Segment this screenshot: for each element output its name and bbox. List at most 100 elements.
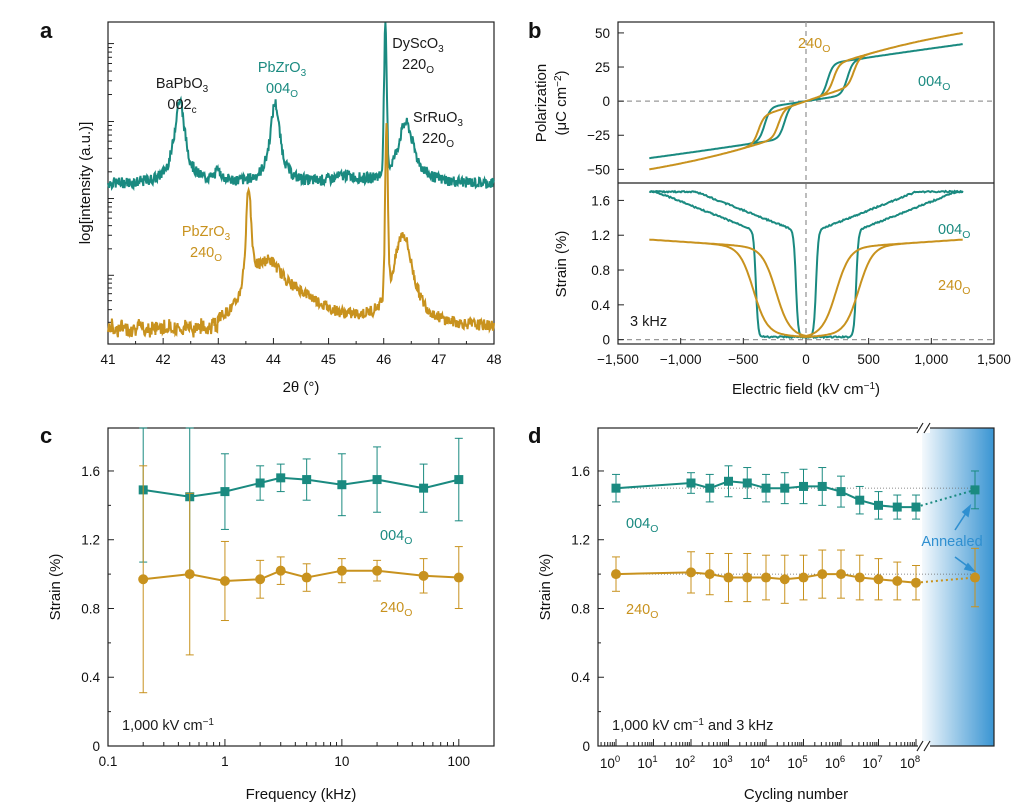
panel-letter-a: a bbox=[40, 18, 53, 43]
panel-c-point-004 bbox=[454, 475, 464, 485]
panel-d-x-tick-label: 108 bbox=[900, 754, 920, 771]
panel-d-x-tick-label: 101 bbox=[637, 754, 657, 771]
panel-a-annotation-formula: BaPbO3 bbox=[156, 76, 209, 95]
panel-c-point-004 bbox=[302, 475, 312, 485]
panel-c-x-tick-label: 10 bbox=[334, 754, 349, 769]
panel-c-point-240 bbox=[418, 570, 429, 581]
panel-d-annealed-label: Annealed bbox=[921, 534, 982, 550]
panel-d-y-tick-label: 0.4 bbox=[571, 670, 590, 685]
panel-c-y-tick-label: 0.4 bbox=[81, 670, 100, 685]
panel-d-axis-break-top bbox=[916, 422, 931, 434]
panel-d-point-004 bbox=[799, 481, 808, 491]
panel-a-y-axis-title: log[intensity (a.u.)] bbox=[77, 122, 94, 245]
panel-d-frame bbox=[597, 427, 995, 747]
panel-d-point-240 bbox=[742, 572, 753, 583]
panel-c-series bbox=[138, 427, 464, 694]
panel-d-y-axis-title: Strain (%) bbox=[537, 554, 554, 621]
panel-d-point-240 bbox=[817, 569, 828, 580]
panel-b-x-ticks: −1,500 −1,000 −500 0 500 1,000 1,500 bbox=[597, 338, 1011, 367]
panel-b-top-y-tick-label: 0 bbox=[602, 94, 610, 109]
panel-c-y-tick-label: 0.8 bbox=[81, 601, 100, 616]
panel-d-x-tick-label: 102 bbox=[675, 754, 695, 771]
panel-d-y-tick-label: 1.6 bbox=[571, 464, 590, 479]
panel-d-cycling: 100 101 102 103 104 105 106 107 108 0 0.4 0.8 1.2 1.… bbox=[537, 422, 995, 803]
panel-d-x-tick-label: 105 bbox=[787, 754, 807, 771]
panel-b-x-tick-label: −1,000 bbox=[660, 352, 702, 367]
panel-b-polarization-loop-240O bbox=[649, 31, 963, 171]
panel-d-point-004 bbox=[742, 478, 752, 488]
panel-b-condition: 3 kHz bbox=[630, 314, 667, 330]
panel-b-top-y-tick-label: −25 bbox=[587, 128, 610, 143]
panel-b-bottom-y-tick-label: 0.4 bbox=[591, 298, 610, 313]
panel-d-y-ticks: 0 0.4 0.8 1.2 1.6 bbox=[571, 464, 604, 754]
panel-c-y-tick-label: 0 bbox=[92, 739, 100, 754]
panel-b-bottom-y-tick-label: 0 bbox=[602, 333, 610, 348]
panel-b-strain-loop-teal bbox=[648, 189, 964, 340]
panel-d-x-axis-title: Cycling number bbox=[744, 786, 848, 803]
panel-letter-d: d bbox=[528, 423, 541, 448]
panel-b-label-240-bottom: 240O bbox=[938, 278, 970, 297]
panel-d-point-004 bbox=[780, 483, 790, 493]
panel-a-annotation-formula: SrRuO3 bbox=[413, 110, 463, 129]
panel-d-point-004 bbox=[874, 500, 883, 510]
panel-c-point-240 bbox=[255, 574, 266, 585]
panel-d-point-240 bbox=[611, 569, 621, 580]
panel-d-annealed-point-004 bbox=[970, 485, 980, 495]
panel-d-point-240 bbox=[836, 569, 846, 580]
panel-d-point-240 bbox=[779, 574, 790, 585]
panel-b-label-004-top: 004O bbox=[918, 74, 950, 93]
panel-c-line-004 bbox=[143, 476, 460, 498]
panel-b-curves bbox=[648, 31, 964, 340]
panel-d-label-240: 240O bbox=[626, 602, 658, 621]
panel-d-axis-break-bottom bbox=[916, 740, 931, 752]
panel-d-x-tick-label: 107 bbox=[862, 754, 882, 771]
panel-b-top-y-axis-title-line1: Polarization bbox=[533, 64, 550, 142]
panel-c-point-004 bbox=[220, 487, 230, 497]
panel-d-annealed-arrows bbox=[954, 503, 977, 573]
panel-c-y-axis-title: Strain (%) bbox=[47, 554, 64, 621]
panel-b-strain-loop-gold bbox=[649, 238, 963, 339]
panel-c-point-240 bbox=[453, 572, 464, 583]
panel-b-x-axis-title: Electric field (kV cm−1) bbox=[732, 381, 880, 399]
panel-b-label-004-bottom: 004O bbox=[938, 222, 970, 241]
panel-b-top-y-tick-label: 50 bbox=[595, 26, 610, 41]
panel-c-x-tick-label: 100 bbox=[448, 754, 471, 769]
panel-d-y-tick-label: 0.8 bbox=[571, 601, 590, 616]
panel-a-annotation-reflection: 240O bbox=[190, 245, 222, 264]
panel-a-x-tick-label: 47 bbox=[431, 352, 446, 367]
panel-a-annotation-reflection: 220O bbox=[402, 57, 434, 76]
panel-a-x-tick-label: 43 bbox=[211, 352, 226, 367]
panel-d-annealed-connector bbox=[915, 488, 976, 509]
panel-c-point-004 bbox=[255, 478, 265, 488]
panel-d-point-004 bbox=[611, 483, 621, 493]
panel-b-field: −1,500 −1,000 −500 0 500 1,000 1,500 50250−25−… bbox=[533, 21, 1011, 399]
panel-a-x-ticks: 41 42 43 44 45 46 47 48 bbox=[100, 338, 502, 367]
panel-c-y-ticks: 0 0.4 0.8 1.2 1.6 bbox=[81, 464, 114, 754]
panel-d-point-240 bbox=[798, 572, 809, 583]
panel-a-x-axis-title: 2θ (°) bbox=[283, 379, 320, 396]
panel-b-bottom-y-axis-title: Strain (%) bbox=[553, 231, 570, 298]
panel-d-point-004 bbox=[724, 476, 733, 486]
panel-d-point-004 bbox=[705, 483, 715, 493]
panel-b-x-tick-label: −500 bbox=[728, 352, 758, 367]
panel-a-x-tick-label: 46 bbox=[376, 352, 391, 367]
panel-b-x-tick-label: 0 bbox=[802, 352, 810, 367]
panel-d-x-tick-label: 104 bbox=[750, 754, 770, 771]
panel-d-x-ticks: 100 101 102 103 104 105 106 107 108 bbox=[600, 739, 920, 771]
panel-c-x-axis-title: Frequency (kHz) bbox=[246, 786, 357, 803]
panel-b-x-tick-label: −1,500 bbox=[597, 352, 639, 367]
panel-d-label-004: 004O bbox=[626, 516, 658, 535]
panel-d-x-tick-label: 103 bbox=[712, 754, 732, 771]
panel-d-point-240 bbox=[873, 574, 884, 585]
panel-c-point-240 bbox=[301, 572, 312, 583]
panel-c-point-240 bbox=[184, 569, 195, 580]
panel-b-top-y-tick-label: 25 bbox=[595, 60, 610, 75]
panel-d-point-240 bbox=[723, 572, 734, 583]
panel-a-annotation-reflection: 004O bbox=[266, 81, 298, 100]
panel-d-series bbox=[611, 465, 980, 608]
panel-d-point-004 bbox=[892, 502, 902, 512]
panel-d-point-240 bbox=[686, 567, 696, 578]
panel-d-point-004 bbox=[686, 478, 696, 488]
panel-a-x-tick-label: 41 bbox=[100, 352, 115, 367]
